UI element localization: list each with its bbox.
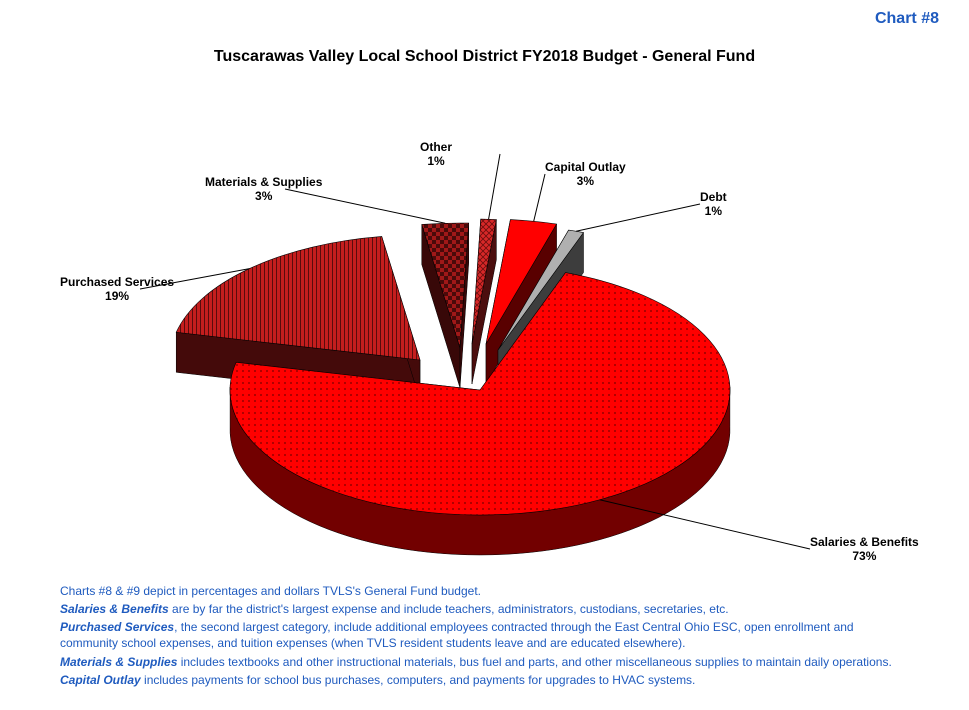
slice-label-text: Capital Outlay <box>545 160 626 174</box>
footnote-em: Salaries & Benefits <box>60 602 169 616</box>
footnote-text: includes payments for school bus purchas… <box>141 673 696 687</box>
slice-label-percent: 73% <box>810 549 919 563</box>
pie-chart-svg <box>0 80 969 560</box>
footnote-em: Purchased Services <box>60 620 174 634</box>
footnotes: Charts #8 & #9 depict in percentages and… <box>60 583 909 690</box>
footnote-line-5: Capital Outlay includes payments for sch… <box>60 672 909 688</box>
slice-label: Capital Outlay3% <box>545 160 626 189</box>
footnote-line-4: Materials & Supplies includes textbooks … <box>60 654 909 670</box>
slice-label-text: Debt <box>700 190 727 204</box>
footnote-text: , the second largest category, include a… <box>60 620 854 650</box>
footnote-text: includes textbooks and other instruction… <box>177 655 891 669</box>
footnote-em: Capital Outlay <box>60 673 141 687</box>
slice-label-percent: 19% <box>60 289 174 303</box>
pie-chart: Salaries & Benefits73% Purchased Services… <box>0 80 969 560</box>
footnote-line-2: Salaries & Benefits are by far the distr… <box>60 601 909 617</box>
slice-label: Salaries & Benefits73% <box>810 535 919 564</box>
footnote-line-1: Charts #8 & #9 depict in percentages and… <box>60 583 909 599</box>
slice-label-text: Purchased Services <box>60 275 174 289</box>
slice-label-percent: 3% <box>205 189 322 203</box>
slice-label-text: Salaries & Benefits <box>810 535 919 549</box>
slice-label-text: Materials & Supplies <box>205 175 322 189</box>
slice-label-percent: 1% <box>420 154 452 168</box>
slice-label: Other1% <box>420 140 452 169</box>
slice-label: Debt1% <box>700 190 727 219</box>
slice-label-text: Other <box>420 140 452 154</box>
chart-title: Tuscarawas Valley Local School District … <box>0 48 969 66</box>
footnote-text: are by far the district's largest expens… <box>169 602 729 616</box>
chart-number-label: Chart #8 <box>875 10 939 28</box>
slice-label-percent: 3% <box>545 174 626 188</box>
slice-label-percent: 1% <box>700 204 727 218</box>
slice-label: Materials & Supplies3% <box>205 175 322 204</box>
footnote-line-3: Purchased Services, the second largest c… <box>60 619 909 651</box>
slice-label: Purchased Services19% <box>60 275 174 304</box>
footnote-em: Materials & Supplies <box>60 655 177 669</box>
